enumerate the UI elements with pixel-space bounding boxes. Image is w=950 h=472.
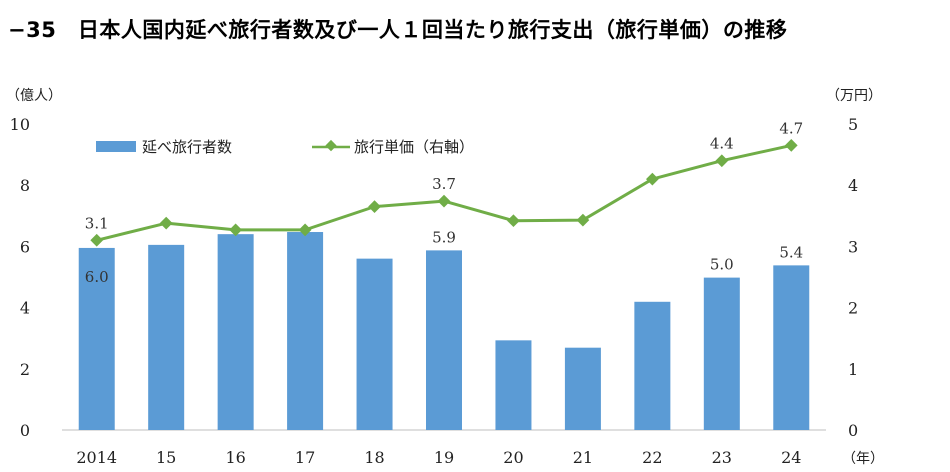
bar-data-label: 6.0 (85, 268, 109, 286)
bar (426, 250, 462, 430)
bar (634, 301, 671, 430)
bar (78, 247, 115, 430)
left-axis-unit: （億人） (6, 88, 62, 104)
bar (356, 258, 393, 430)
legend-swatch-bar (96, 141, 136, 152)
x-axis-tick-label: 19 (434, 448, 454, 467)
line-data-label: 4.4 (710, 135, 734, 153)
bar-data-label: 5.9 (432, 228, 456, 246)
left-axis-tick-label: 0 (20, 421, 30, 440)
x-axis-tick-label: 15 (156, 448, 176, 467)
left-axis-tick-label: 10 (10, 115, 30, 134)
x-axis-unit: （年） (842, 451, 884, 467)
bar-data-label: 5.4 (779, 243, 803, 261)
line-point (298, 223, 312, 237)
right-axis-tick-label: 5 (848, 115, 858, 134)
line-point (159, 216, 173, 230)
legend: 延べ旅行者数 旅行単価（右軸） (96, 138, 474, 156)
x-axis-tick-label: 22 (642, 448, 662, 467)
line-data-label: 4.7 (779, 119, 803, 137)
left-axis-tick-label: 4 (20, 299, 30, 318)
right-axis-tick-label: 1 (848, 360, 858, 379)
left-axis-ticks: 0 2 4 6 8 10 (10, 115, 30, 440)
right-axis-tick-label: 2 (848, 299, 858, 318)
line-point (715, 154, 729, 168)
x-axis-tick-label: 21 (573, 448, 593, 467)
line-point (90, 233, 104, 247)
legend-label-line: 旅行単価（右軸） (354, 138, 474, 156)
left-axis-tick-label: 2 (20, 360, 30, 379)
line-point (784, 139, 798, 152)
legend-swatch-marker (325, 139, 337, 152)
bar (287, 232, 324, 430)
x-axis-tick-label: 17 (295, 448, 315, 467)
right-axis-tick-label: 3 (848, 237, 858, 256)
x-axis-ticks: 2014 15 16 17 18 19 20 21 22 23 24 (76, 448, 801, 467)
line-data-label: 3.7 (432, 175, 456, 193)
bar-data-label: 5.0 (710, 256, 734, 274)
legend-label-bar: 延べ旅行者数 (142, 138, 232, 156)
bar-series (78, 232, 810, 430)
x-axis-tick-label: 20 (503, 448, 523, 467)
bar (217, 234, 254, 430)
line-point (576, 213, 590, 227)
line-point (368, 200, 381, 213)
line-point (437, 194, 451, 208)
left-axis-tick-label: 8 (20, 176, 30, 195)
x-axis-tick-label: 23 (712, 448, 732, 467)
right-axis-tick-label: 4 (848, 176, 858, 195)
line-series (90, 139, 798, 247)
line-point (229, 223, 243, 237)
right-axis-tick-label: 0 (848, 421, 858, 440)
data-labels: 6.0 5.9 5.0 5.4 3.1 3.7 4.4 4.7 (85, 119, 803, 286)
chart-title: −35 日本人国内延べ旅行者数及び一人１回当たり旅行支出（旅行単価）の推移 (8, 18, 788, 42)
bar (148, 244, 185, 430)
bar (773, 265, 810, 430)
right-axis-unit: （万円） (826, 88, 882, 104)
bar (703, 277, 740, 430)
right-axis-ticks: 0 1 2 3 4 5 (848, 115, 858, 440)
bar (495, 340, 532, 430)
bar (564, 347, 601, 430)
line-data-label: 3.1 (85, 214, 109, 232)
left-axis-tick-label: 6 (20, 237, 30, 256)
x-axis-tick-label: 2014 (76, 448, 117, 467)
x-axis-tick-label: 24 (781, 448, 801, 467)
x-axis-tick-label: 18 (364, 448, 384, 467)
x-axis-tick-label: 16 (225, 448, 245, 467)
line-point (645, 172, 659, 186)
line-point (507, 214, 520, 228)
